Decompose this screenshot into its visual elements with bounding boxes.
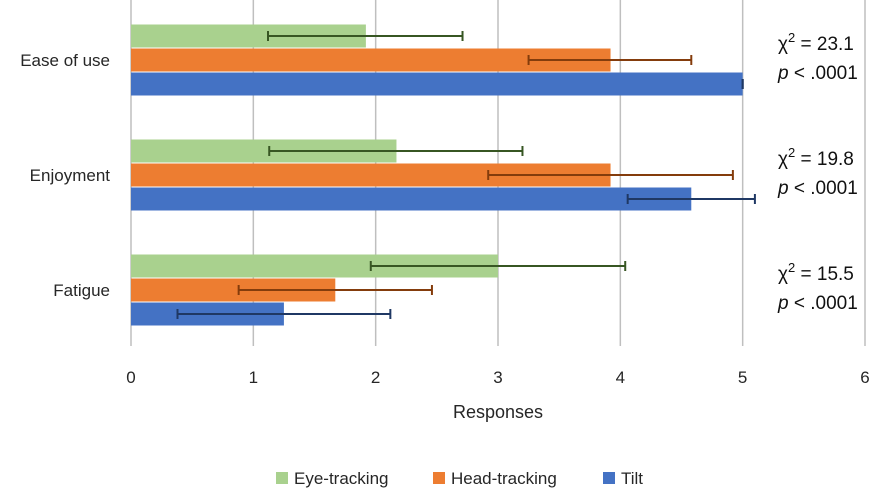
chi-symbol: χ	[778, 264, 788, 285]
error-bar-head-tracking-2	[237, 285, 433, 295]
chi-square-text: χ2 = 23.1	[778, 30, 854, 55]
bar-head-tracking-0	[131, 48, 611, 72]
category-label-2: Fatigue	[53, 281, 110, 300]
p-value-text: p < .0001	[777, 178, 858, 199]
stat-annotation-0: χ2 = 23.1 p < .0001	[777, 30, 858, 84]
x-tick-2: 2	[371, 368, 380, 387]
error-bar-eye-tracking-2	[369, 261, 627, 271]
legend-swatch	[433, 472, 445, 484]
x-tick-1: 1	[249, 368, 258, 387]
legend: Eye-tracking Head-tracking Tilt	[276, 469, 643, 488]
legend-label: Head-tracking	[451, 469, 557, 488]
chi-symbol: χ	[778, 34, 788, 55]
legend-label: Tilt	[621, 469, 643, 488]
bar-eye-tracking-1	[131, 139, 397, 163]
p-symbol: p	[777, 293, 789, 314]
legend-label: Eye-tracking	[294, 469, 388, 488]
p-symbol: p	[777, 63, 789, 84]
legend-item-tilt: Tilt	[603, 469, 643, 488]
legend-swatch	[276, 472, 288, 484]
chi-value: = 23.1	[795, 34, 854, 55]
error-bar-tilt-1	[626, 194, 756, 204]
chi-exponent: 2	[788, 260, 795, 275]
x-tick-labels: 0 1 2 3 4 5 6	[126, 368, 869, 387]
legend-item-head-tracking: Head-tracking	[433, 469, 557, 488]
p-value: < .0001	[789, 63, 858, 84]
x-tick-4: 4	[616, 368, 625, 387]
category-label-1: Enjoyment	[30, 166, 111, 185]
p-value-text: p < .0001	[777, 63, 858, 84]
bars	[131, 24, 743, 326]
bar-tilt-1	[131, 187, 692, 211]
chi-square-text: χ2 = 15.5	[778, 260, 854, 285]
p-value: < .0001	[789, 293, 858, 314]
chi-square-text: χ2 = 19.8	[778, 145, 854, 170]
chi-exponent: 2	[788, 145, 795, 160]
error-bar-head-tracking-0	[527, 55, 693, 65]
legend-swatch	[603, 472, 615, 484]
p-value-text: p < .0001	[777, 293, 858, 314]
chi-value: = 19.8	[795, 149, 854, 170]
bar-eye-tracking-0	[131, 24, 366, 48]
x-tick-3: 3	[493, 368, 502, 387]
error-bar-tilt-2	[176, 309, 392, 319]
stat-annotation-2: χ2 = 15.5 p < .0001	[777, 260, 858, 314]
chi-value: = 15.5	[795, 264, 854, 285]
x-axis-title: Responses	[453, 402, 543, 422]
p-symbol: p	[777, 178, 789, 199]
chi-symbol: χ	[778, 149, 788, 170]
bar-head-tracking-2	[131, 278, 336, 302]
p-value: < .0001	[789, 178, 858, 199]
x-tick-0: 0	[126, 368, 135, 387]
bar-head-tracking-1	[131, 163, 611, 187]
error-bar-eye-tracking-1	[268, 146, 524, 156]
error-bar-head-tracking-1	[487, 170, 734, 180]
chi-exponent: 2	[788, 30, 795, 45]
x-tick-6: 6	[860, 368, 869, 387]
error-bar-eye-tracking-0	[267, 31, 464, 41]
category-labels: Ease of use Enjoyment Fatigue	[20, 51, 110, 300]
bar-eye-tracking-2	[131, 254, 498, 278]
error-bars	[176, 31, 756, 319]
legend-item-eye-tracking: Eye-tracking	[276, 469, 388, 488]
x-tick-5: 5	[738, 368, 747, 387]
bar-tilt-0	[131, 72, 743, 96]
category-label-0: Ease of use	[20, 51, 110, 70]
stat-annotation-1: χ2 = 19.8 p < .0001	[777, 145, 858, 199]
